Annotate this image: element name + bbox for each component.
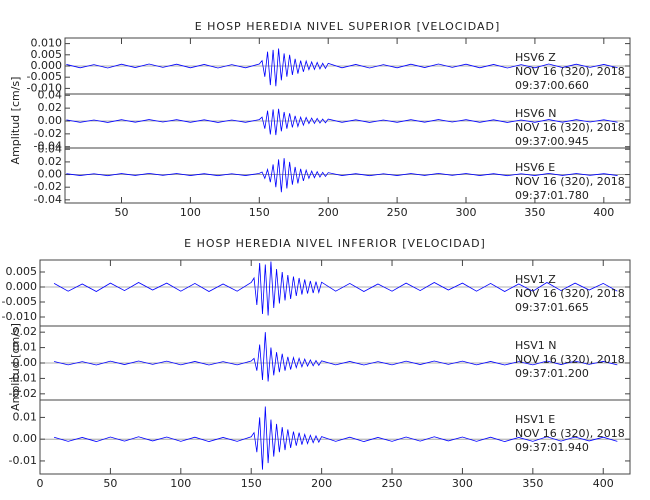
y-tick-label: 0.00	[38, 114, 63, 127]
y-tick-label: 0.000	[31, 59, 63, 72]
x-tick-label: 100	[170, 477, 191, 490]
y-tick-label: 0.02	[38, 101, 63, 114]
y-tick-label: 0.005	[31, 48, 63, 61]
x-tick-label: 350	[522, 477, 543, 490]
x-tick-label: 400	[593, 206, 614, 219]
y-tick-label: 0.00	[13, 356, 38, 369]
time-label: 09:37:00.945	[515, 135, 589, 148]
y-tick-label: -0.005	[27, 70, 62, 83]
y-tick-label: 0.00	[38, 168, 63, 181]
x-tick-label: 50	[103, 477, 117, 490]
date-label: NOV 16 (320), 2018	[515, 287, 625, 300]
waveform	[66, 48, 618, 87]
date-label: NOV 16 (320), 2018	[515, 65, 625, 78]
x-tick-label: 150	[249, 206, 270, 219]
y-axis-label: Amplitud [cm/s]	[9, 77, 22, 165]
x-tick-label: 300	[456, 206, 477, 219]
y-tick-label: -0.04	[34, 140, 62, 153]
y-tick-label: 0.00	[13, 432, 38, 445]
time-label: 09:37:01.665	[515, 301, 589, 314]
y-tick-label: 0.010	[31, 37, 63, 50]
time-label: 09:37:01.780	[515, 189, 589, 202]
station-label: HSV6 E	[515, 161, 555, 174]
chart-title: E HOSP HEREDIA NIVEL INFERIOR [VELOCIDAD…	[184, 237, 486, 250]
panel-frame	[64, 147, 631, 204]
waveform	[66, 158, 618, 193]
waveform	[53, 406, 618, 470]
y-tick-label: -0.010	[27, 81, 62, 94]
x-tick-label: 150	[241, 477, 262, 490]
y-tick-label: -0.005	[2, 295, 37, 308]
x-tick-label: 200	[318, 206, 339, 219]
date-label: NOV 16 (320), 2018	[515, 353, 625, 366]
chart-title: E HOSP HEREDIA NIVEL SUPERIOR [VELOCIDAD…	[195, 20, 501, 33]
date-label: NOV 16 (320), 2018	[515, 121, 625, 134]
x-tick-label: 350	[524, 206, 545, 219]
time-label: 09:37:00.660	[515, 79, 589, 92]
x-tick-label: 0	[37, 477, 44, 490]
date-label: NOV 16 (320), 2018	[515, 427, 625, 440]
y-tick-label: 0.02	[13, 325, 38, 338]
y-tick-label: 0.04	[38, 88, 63, 101]
y-axis-label: Amplitud [cm/s]	[9, 323, 22, 411]
x-tick-label: 400	[593, 477, 614, 490]
date-label: NOV 16 (320), 2018	[515, 175, 625, 188]
x-tick-label: 250	[382, 477, 403, 490]
station-label: HSV1 E	[515, 413, 555, 426]
y-tick-label: -0.010	[2, 310, 37, 323]
y-tick-label: -0.04	[34, 193, 62, 206]
x-tick-label: 300	[452, 477, 473, 490]
y-tick-label: -0.02	[34, 180, 62, 193]
time-label: 09:37:01.200	[515, 367, 589, 380]
station-label: HSV6 Z	[515, 51, 556, 64]
x-tick-label: 100	[180, 206, 201, 219]
y-tick-label: -0.02	[9, 387, 37, 400]
y-tick-label: -0.01	[9, 371, 37, 384]
time-label: 09:37:01.940	[515, 441, 589, 454]
y-tick-label: 0.000	[6, 280, 38, 293]
y-tick-label: -0.01	[9, 454, 37, 467]
panel-frame	[39, 399, 631, 475]
y-tick-label: 0.04	[38, 142, 63, 155]
station-label: HSV6 N	[515, 107, 557, 120]
y-tick-label: 0.02	[38, 155, 63, 168]
waveform	[66, 108, 618, 136]
x-tick-label: 50	[115, 206, 129, 219]
y-tick-label: -0.02	[34, 127, 62, 140]
waveform	[53, 332, 618, 382]
y-tick-label: 0.005	[6, 265, 38, 278]
y-tick-label: 0.01	[13, 341, 38, 354]
station-label: HSV1 Z	[515, 273, 556, 286]
x-tick-label: 200	[311, 477, 332, 490]
station-label: HSV1 N	[515, 339, 557, 352]
waveform	[53, 261, 618, 316]
y-tick-label: 0.01	[13, 410, 38, 423]
x-tick-label: 250	[387, 206, 408, 219]
